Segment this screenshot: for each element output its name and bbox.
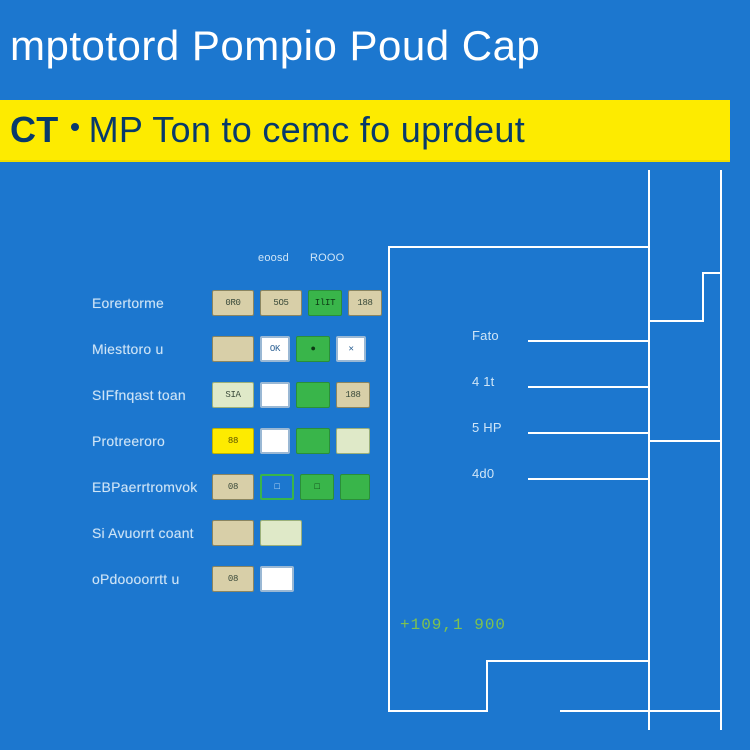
chip bbox=[296, 428, 330, 454]
chip: ✕ bbox=[336, 336, 366, 362]
chip: SIA bbox=[212, 382, 254, 408]
row-label: oPdoooorrtt u bbox=[92, 571, 212, 587]
wire-segment bbox=[720, 170, 722, 730]
chip bbox=[296, 382, 330, 408]
chip bbox=[336, 428, 370, 454]
diagram-row: Miesttoro uOK●✕ bbox=[92, 326, 382, 372]
rows-container: Eorertorme0R05O5IlIT188Miesttoro uOK●✕SI… bbox=[92, 280, 382, 602]
chip: ● bbox=[296, 336, 330, 362]
wire-segment bbox=[702, 272, 704, 322]
diagram-row: Eorertorme0R05O5IlIT188 bbox=[92, 280, 382, 326]
diagram-row: SIFfnqast toanSIA 188 bbox=[92, 372, 382, 418]
wire-segment bbox=[388, 246, 650, 248]
chip-group: SIA 188 bbox=[212, 382, 370, 408]
wire-segment bbox=[528, 432, 650, 434]
chip: □ bbox=[260, 474, 294, 500]
page-title: mptotord Pompio Poud Cap bbox=[0, 0, 750, 70]
chip bbox=[212, 520, 254, 546]
chip-group: OK●✕ bbox=[212, 336, 366, 362]
chip: 08 bbox=[212, 566, 254, 592]
chip: 88 bbox=[212, 428, 254, 454]
side-label: Fato bbox=[472, 328, 499, 343]
wire-segment bbox=[648, 440, 720, 442]
banner: CT MP Ton to cemc fo uprdeut bbox=[0, 100, 730, 162]
wire-segment bbox=[486, 660, 488, 712]
wire-segment bbox=[648, 320, 704, 322]
chip: 08 bbox=[212, 474, 254, 500]
chip: 188 bbox=[348, 290, 382, 316]
chip: IlIT bbox=[308, 290, 342, 316]
diagram-row: oPdoooorrtt u08 bbox=[92, 556, 382, 602]
bullet-icon bbox=[71, 123, 79, 131]
wire-segment bbox=[388, 710, 488, 712]
chip bbox=[260, 520, 302, 546]
chip-group: 88 bbox=[212, 428, 370, 454]
diagram-row: EBPaerrtromvok08□□ bbox=[92, 464, 382, 510]
wire-segment bbox=[528, 340, 650, 342]
row-label: EBPaerrtromvok bbox=[92, 479, 212, 495]
banner-ct: CT bbox=[10, 109, 59, 151]
row-label: SIFfnqast toan bbox=[92, 387, 212, 403]
diagram-row: Protreeroro88 bbox=[92, 418, 382, 464]
wire-segment bbox=[648, 170, 650, 730]
banner-text: MP Ton to cemc fo uprdeut bbox=[89, 109, 525, 151]
wire-segment bbox=[528, 386, 650, 388]
wire-segment bbox=[486, 660, 650, 662]
chip bbox=[212, 336, 254, 362]
chip: OK bbox=[260, 336, 290, 362]
wire-segment bbox=[388, 246, 390, 712]
row-label: Protreeroro bbox=[92, 433, 212, 449]
footer-number: +109,1 900 bbox=[400, 616, 506, 634]
chip: 5O5 bbox=[260, 290, 302, 316]
chip: □ bbox=[300, 474, 334, 500]
chip bbox=[340, 474, 370, 500]
chip bbox=[260, 428, 290, 454]
header-small-0: eoosd bbox=[258, 252, 289, 264]
chip-group: 08□□ bbox=[212, 474, 370, 500]
diagram-row: Si Avuorrt coant bbox=[92, 510, 382, 556]
row-label: Si Avuorrt coant bbox=[92, 525, 212, 541]
wire-segment bbox=[702, 272, 722, 274]
chip-group: 0R05O5IlIT188 bbox=[212, 290, 382, 316]
row-label: Miesttoro u bbox=[92, 341, 212, 357]
side-label: 4 1t bbox=[472, 374, 494, 389]
chip: 188 bbox=[336, 382, 370, 408]
wire-segment bbox=[528, 478, 650, 480]
header-small-1: ROOO bbox=[310, 252, 344, 264]
side-label: 4d0 bbox=[472, 466, 494, 481]
chip: 0R0 bbox=[212, 290, 254, 316]
chip bbox=[260, 566, 294, 592]
chip bbox=[260, 382, 290, 408]
wire-segment bbox=[560, 710, 720, 712]
side-label: 5 HP bbox=[472, 420, 502, 435]
chip-group: 08 bbox=[212, 566, 294, 592]
row-label: Eorertorme bbox=[92, 295, 212, 311]
chip-group bbox=[212, 520, 302, 546]
